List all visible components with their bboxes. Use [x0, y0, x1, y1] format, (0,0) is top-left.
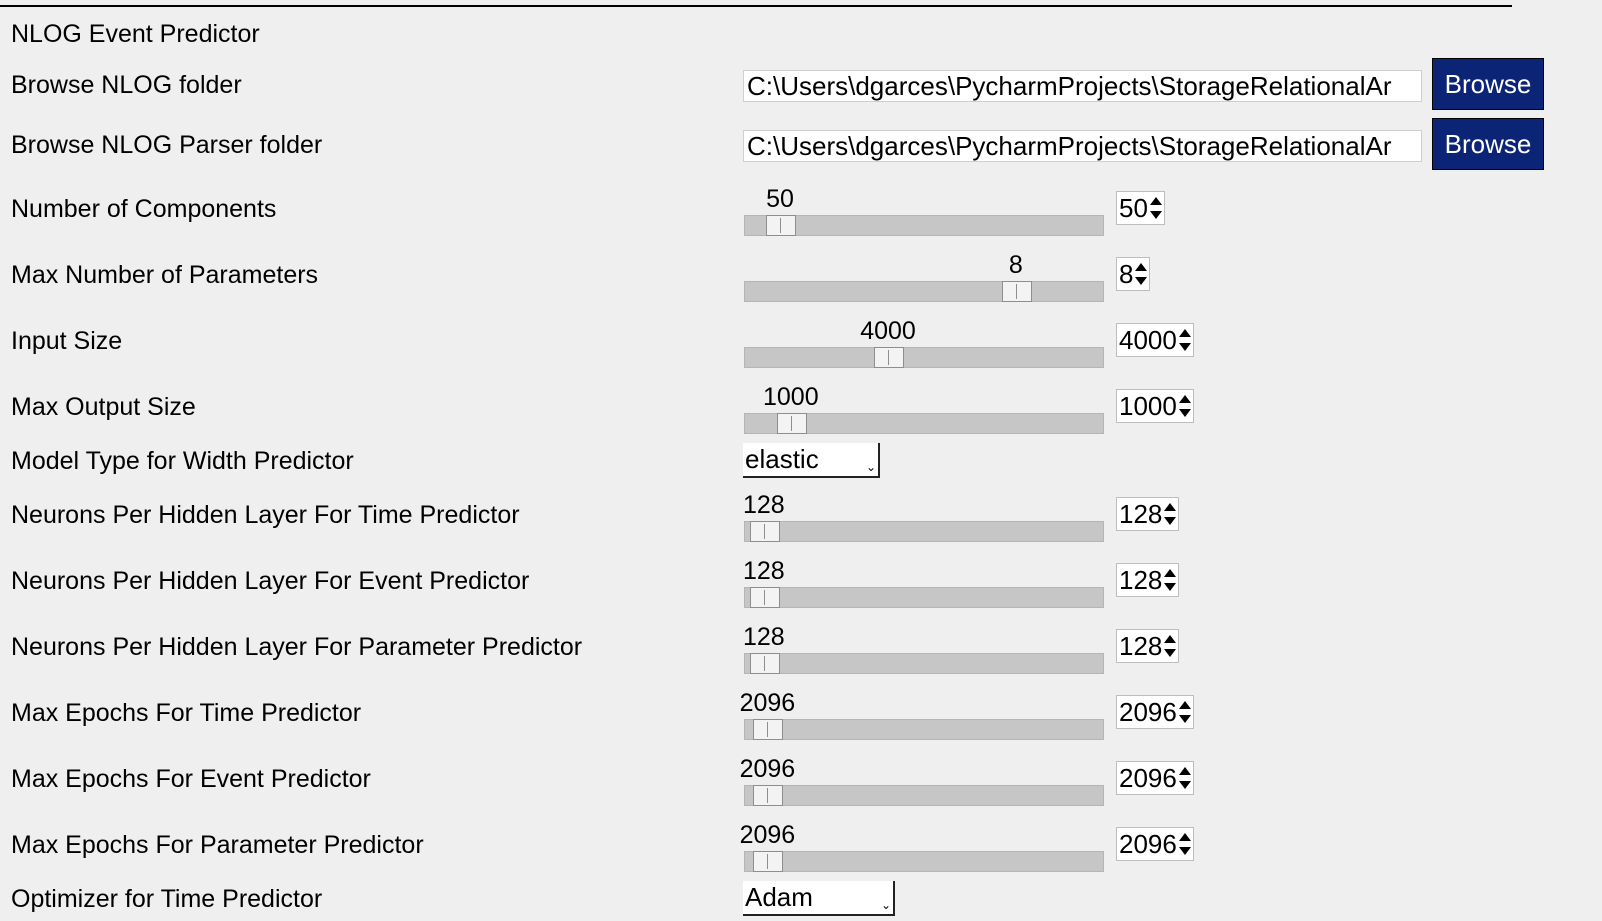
epochs-time-slider-thumb[interactable] — [753, 719, 784, 740]
epochs-param-slider-thumb[interactable] — [753, 851, 784, 872]
neurons-param-spinbox[interactable]: 128 — [1116, 629, 1180, 663]
epochs-param-spin-value: 2096 — [1119, 829, 1177, 859]
optimizer-time-value: Adam — [745, 882, 813, 912]
max-output-slider[interactable] — [744, 413, 1104, 434]
max-params-spin-value: 8 — [1119, 259, 1134, 289]
browse-parser-folder-button[interactable]: Browse — [1432, 118, 1544, 170]
neurons-event-slider-thumb[interactable] — [749, 587, 780, 608]
epochs-time-spinbox[interactable]: 2096 — [1116, 695, 1194, 729]
browse-nlog-folder-button[interactable]: Browse — [1432, 58, 1544, 110]
epochs-event-slider-thumb[interactable] — [753, 785, 784, 806]
neurons-event-spinbox[interactable]: 128 — [1116, 563, 1180, 597]
spin-arrows-icon[interactable] — [1133, 259, 1149, 289]
spin-arrows-icon[interactable] — [1177, 763, 1193, 793]
max-output-slider-value: 1000 — [762, 383, 819, 411]
num-components-spinbox[interactable]: 50 — [1116, 191, 1165, 225]
max-params-slider-value: 8 — [1008, 251, 1023, 279]
model-type-value: elastic — [745, 444, 819, 474]
input-size-spinbox[interactable]: 4000 — [1116, 323, 1194, 357]
input-size-slider-value: 4000 — [860, 317, 916, 345]
max-params-label: Max Number of Parameters — [11, 261, 319, 289]
neurons-param-slider-thumb[interactable] — [749, 653, 780, 674]
top-separator — [0, 5, 1512, 7]
spin-arrows-icon[interactable] — [1177, 325, 1193, 355]
input-size-spin-value: 4000 — [1119, 325, 1177, 355]
spin-arrows-icon[interactable] — [1162, 631, 1178, 661]
neurons-time-slider-value: 128 — [742, 491, 785, 519]
parser-folder-input[interactable]: C:\Users\dgarces\PycharmProjects\Storage… — [743, 130, 1422, 162]
neurons-event-slider[interactable] — [744, 587, 1104, 608]
spin-arrows-icon[interactable] — [1162, 499, 1178, 529]
epochs-param-spinbox[interactable]: 2096 — [1116, 827, 1194, 861]
neurons-param-slider[interactable] — [744, 653, 1104, 674]
neurons-param-spin-value: 128 — [1119, 631, 1163, 661]
max-params-spinbox[interactable]: 8 — [1116, 257, 1151, 291]
input-size-slider[interactable] — [744, 347, 1104, 368]
optimizer-time-select[interactable]: Adam ⌄ — [743, 881, 895, 916]
neurons-time-spin-value: 128 — [1119, 499, 1163, 529]
neurons-event-spin-value: 128 — [1119, 565, 1163, 595]
neurons-event-label: Neurons Per Hidden Layer For Event Predi… — [11, 567, 530, 595]
max-output-label: Max Output Size — [11, 393, 196, 421]
nlog-folder-input[interactable]: C:\Users\dgarces\PycharmProjects\Storage… — [743, 70, 1422, 102]
epochs-event-label: Max Epochs For Event Predictor — [11, 765, 371, 793]
spin-arrows-icon[interactable] — [1177, 391, 1193, 421]
dropdown-arrow-icon[interactable]: ⌄ — [865, 460, 876, 474]
neurons-time-slider[interactable] — [744, 521, 1104, 542]
max-output-slider-thumb[interactable] — [776, 413, 807, 434]
input-size-slider-thumb[interactable] — [874, 347, 904, 368]
num-components-spin-value: 50 — [1119, 193, 1148, 223]
max-params-slider[interactable] — [744, 281, 1104, 302]
epochs-time-label: Max Epochs For Time Predictor — [11, 699, 362, 727]
max-output-spin-value: 1000 — [1119, 391, 1177, 421]
epochs-time-spin-value: 2096 — [1119, 697, 1177, 727]
spin-arrows-icon[interactable] — [1148, 193, 1164, 223]
neurons-param-slider-value: 128 — [742, 623, 785, 651]
spin-arrows-icon[interactable] — [1177, 829, 1193, 859]
neurons-time-label: Neurons Per Hidden Layer For Time Predic… — [11, 501, 520, 529]
epochs-time-slider-value: 2096 — [739, 689, 796, 717]
epochs-param-label: Max Epochs For Parameter Predictor — [11, 831, 424, 859]
epochs-event-spinbox[interactable]: 2096 — [1116, 761, 1194, 795]
optimizer-time-label: Optimizer for Time Predictor — [11, 885, 323, 913]
spin-arrows-icon[interactable] — [1177, 697, 1193, 727]
epochs-param-slider[interactable] — [744, 851, 1104, 872]
neurons-event-slider-value: 128 — [742, 557, 785, 585]
num-components-slider-value: 50 — [766, 185, 794, 213]
neurons-time-slider-thumb[interactable] — [749, 521, 780, 542]
num-components-label: Number of Components — [11, 195, 277, 223]
epochs-param-slider-value: 2096 — [739, 821, 796, 849]
neurons-param-label: Neurons Per Hidden Layer For Parameter P… — [11, 633, 583, 661]
model-type-label: Model Type for Width Predictor — [11, 447, 354, 475]
epochs-time-slider[interactable] — [744, 719, 1104, 740]
epochs-event-slider-value: 2096 — [739, 755, 796, 783]
parser-folder-label: Browse NLOG Parser folder — [11, 131, 323, 159]
dropdown-arrow-icon[interactable]: ⌄ — [880, 898, 891, 912]
nlog-folder-label: Browse NLOG folder — [11, 71, 242, 99]
epochs-event-spin-value: 2096 — [1119, 763, 1177, 793]
max-params-slider-thumb[interactable] — [1001, 281, 1032, 302]
neurons-time-spinbox[interactable]: 128 — [1116, 497, 1180, 531]
num-components-slider[interactable] — [744, 215, 1104, 236]
input-size-label: Input Size — [11, 327, 123, 355]
epochs-event-slider[interactable] — [744, 785, 1104, 806]
max-output-spinbox[interactable]: 1000 — [1116, 389, 1194, 423]
app-title: NLOG Event Predictor — [11, 20, 260, 48]
num-components-slider-thumb[interactable] — [766, 215, 796, 236]
spin-arrows-icon[interactable] — [1162, 565, 1178, 595]
model-type-select[interactable]: elastic ⌄ — [743, 443, 880, 478]
